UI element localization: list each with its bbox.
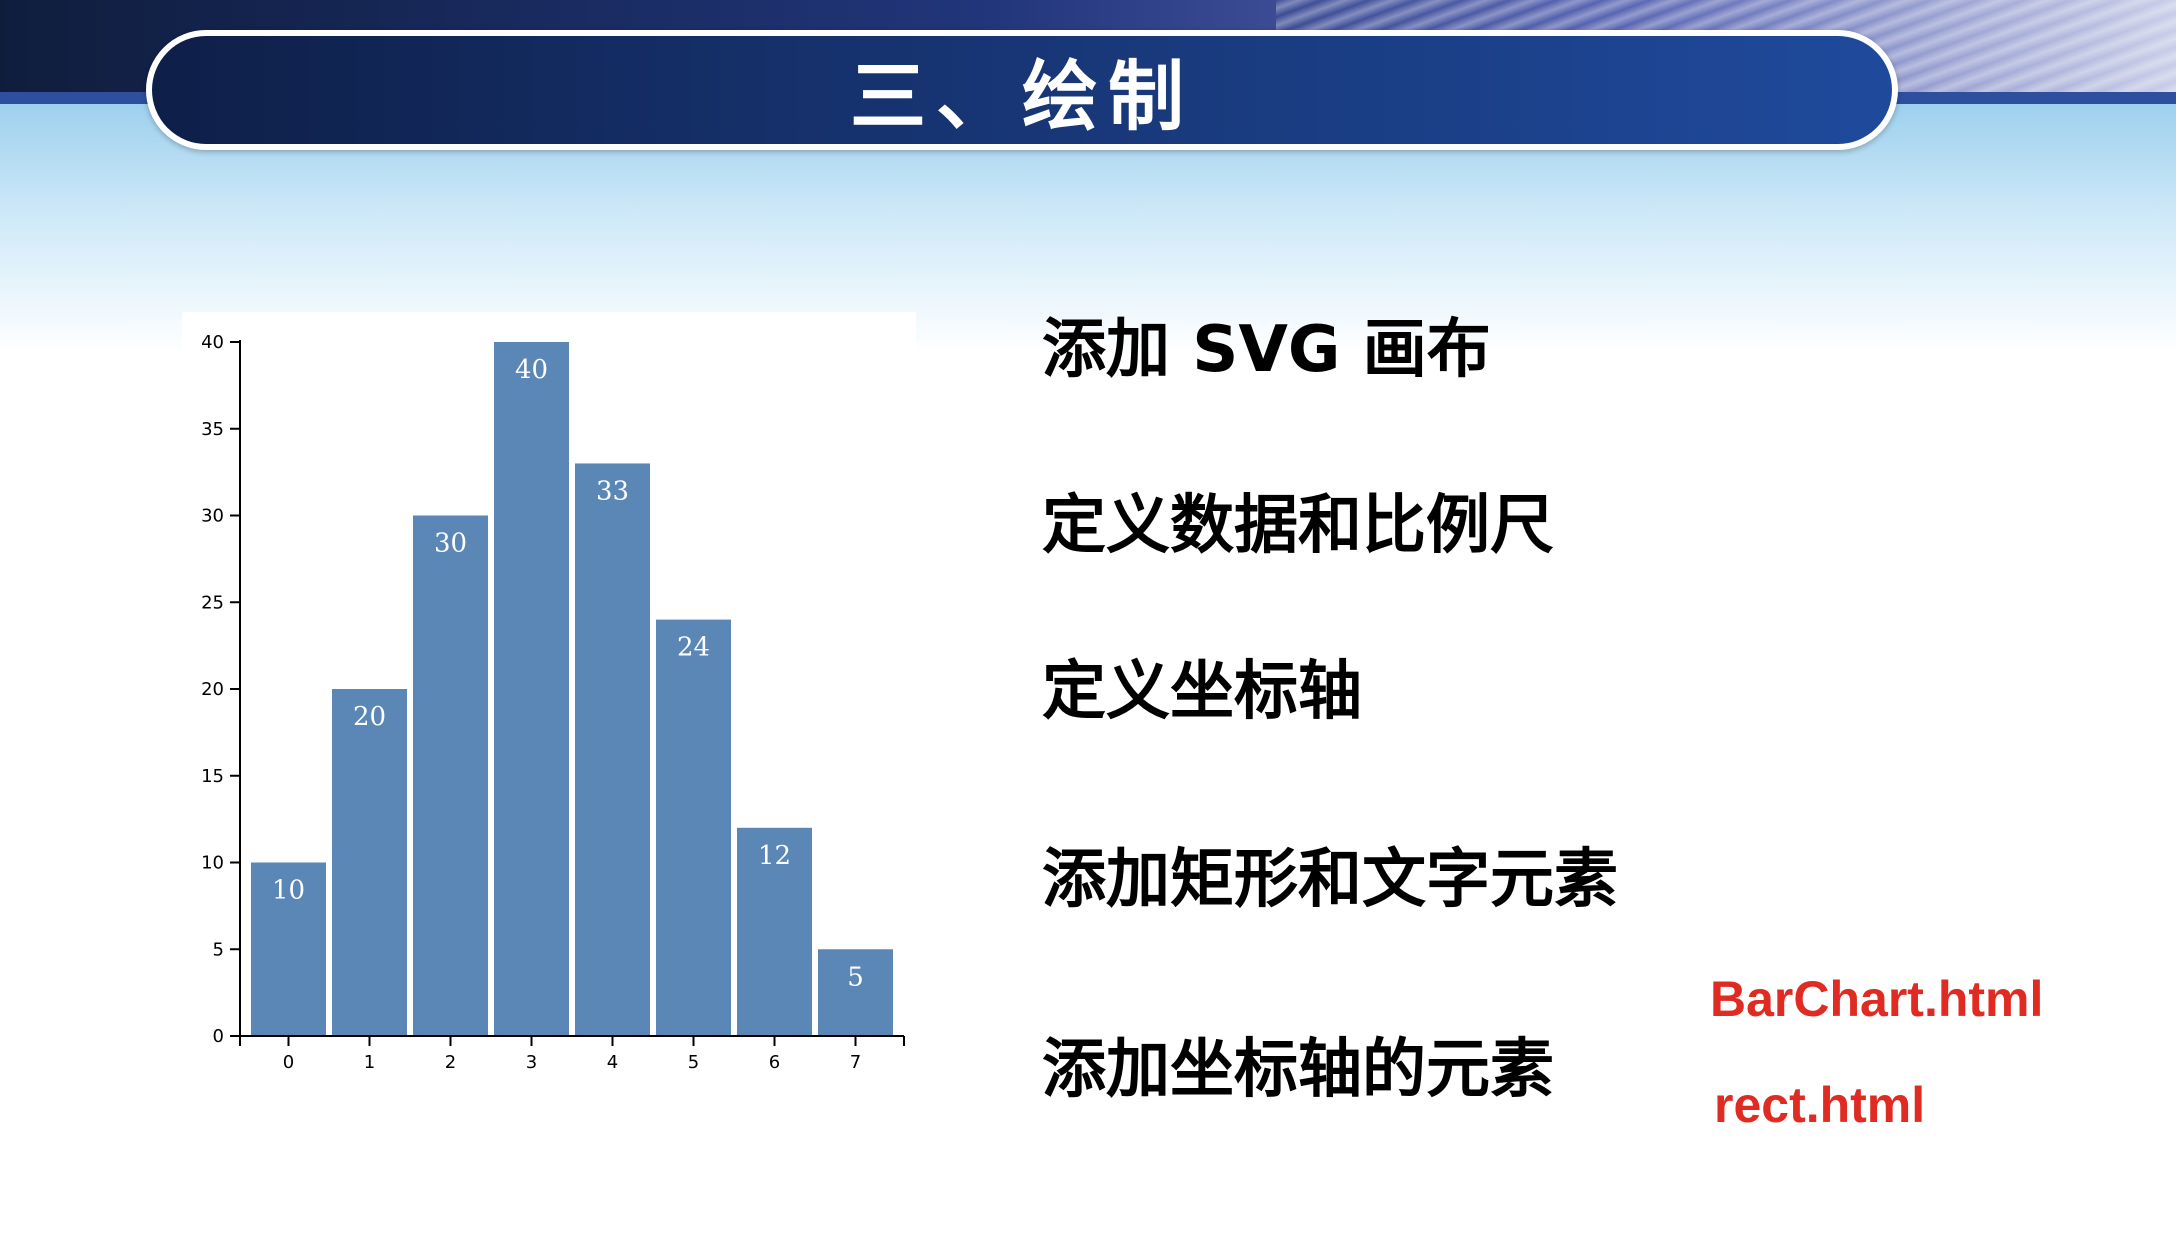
x-tick-label-5: 5 bbox=[688, 1052, 699, 1073]
y-tick-label-25: 25 bbox=[201, 592, 224, 613]
bar-value-label-6: 12 bbox=[758, 841, 791, 871]
y-tick-label-0: 0 bbox=[213, 1026, 224, 1047]
bar-value-label-2: 30 bbox=[434, 529, 467, 559]
y-tick-label-35: 35 bbox=[201, 419, 224, 440]
y-tick-label-30: 30 bbox=[201, 506, 224, 527]
step-define-data-scale: 定义数据和比例尺 bbox=[1042, 489, 1554, 563]
barchart-file-link[interactable]: BarChart.html bbox=[1710, 971, 2044, 1027]
title-banner: 三、绘制 bbox=[146, 30, 1898, 150]
bar-7 bbox=[818, 949, 893, 1036]
step-define-axes: 定义坐标轴 bbox=[1042, 655, 1362, 729]
x-tick-label-3: 3 bbox=[526, 1052, 537, 1073]
step-add-rect-text: 添加矩形和文字元素 bbox=[1042, 843, 1618, 917]
bar-4 bbox=[575, 463, 650, 1036]
bar-3 bbox=[494, 342, 569, 1036]
bar-2 bbox=[413, 515, 488, 1036]
y-tick-label-15: 15 bbox=[201, 766, 224, 787]
y-tick-label-10: 10 bbox=[201, 853, 224, 874]
rect-file-link[interactable]: rect.html bbox=[1714, 1077, 1926, 1133]
bar-value-label-5: 24 bbox=[677, 633, 710, 663]
x-tick-label-0: 0 bbox=[283, 1052, 294, 1073]
y-tick-label-5: 5 bbox=[213, 939, 224, 960]
bar-1 bbox=[332, 689, 407, 1036]
bar-value-label-4: 33 bbox=[596, 476, 629, 506]
step-add-svg-canvas: 添加 SVG 画布 bbox=[1042, 313, 1491, 387]
x-tick-label-7: 7 bbox=[850, 1052, 861, 1073]
x-tick-label-4: 4 bbox=[607, 1052, 618, 1073]
x-tick-label-1: 1 bbox=[364, 1052, 375, 1073]
bar-value-label-7: 5 bbox=[847, 962, 864, 992]
step-add-axis-elements: 添加坐标轴的元素 bbox=[1042, 1033, 1554, 1107]
bar-5 bbox=[656, 619, 731, 1036]
x-tick-label-6: 6 bbox=[769, 1052, 780, 1073]
y-tick-label-20: 20 bbox=[201, 679, 224, 700]
bar-6 bbox=[737, 827, 812, 1036]
slide-title: 三、绘制 bbox=[850, 52, 1194, 141]
x-tick-label-2: 2 bbox=[445, 1052, 456, 1073]
bar-0 bbox=[251, 862, 326, 1036]
bar-chart: 10 20 30 40 33 24 12 5 0 5 10 15 20 25 30 35 40 0 1 2 3 4 5 6 7 bbox=[182, 312, 916, 1082]
bar-value-label-0: 10 bbox=[272, 876, 305, 906]
bar-value-label-1: 20 bbox=[353, 702, 386, 732]
y-tick-label-40: 40 bbox=[201, 332, 224, 353]
bar-value-label-3: 40 bbox=[515, 355, 548, 385]
